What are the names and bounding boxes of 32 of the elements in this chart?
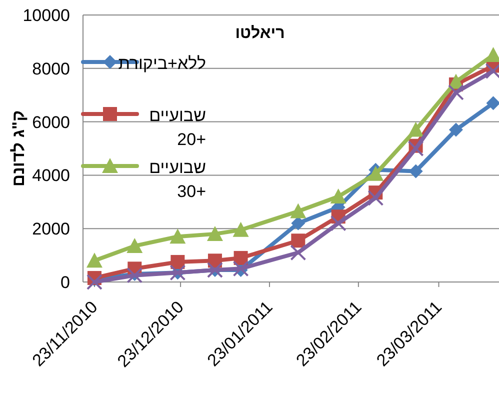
point: [234, 250, 248, 265]
y-tick-label: 8000: [32, 59, 70, 78]
y-tick-label: 10000: [22, 6, 70, 25]
point: [408, 164, 423, 178]
y-tick-label: 6000: [32, 112, 70, 132]
y-tick-label: 0: [60, 273, 70, 292]
point: [368, 190, 384, 206]
point: [86, 274, 102, 290]
text: ריאלטו: [235, 24, 285, 42]
point: [291, 234, 306, 248]
point: [448, 122, 463, 137]
point: [170, 254, 185, 269]
point: [126, 267, 143, 284]
point: [368, 166, 384, 181]
y-axis-title: ק"ג לדונם: [9, 110, 28, 187]
point: [408, 140, 424, 156]
point: [290, 244, 306, 261]
legend-label: ללא+ביקורת: [118, 54, 206, 73]
point: [330, 215, 346, 232]
y-tick-label: 2000: [32, 220, 70, 239]
point: [330, 188, 346, 204]
point: [126, 238, 143, 253]
point: [206, 226, 223, 241]
point: [232, 222, 249, 237]
y-tick-label: 4000: [32, 166, 70, 186]
point: [408, 122, 424, 137]
point: [290, 203, 306, 218]
point: [86, 252, 102, 268]
point: [291, 216, 306, 230]
point: [448, 84, 464, 100]
point: [170, 228, 186, 244]
point: [486, 96, 499, 110]
